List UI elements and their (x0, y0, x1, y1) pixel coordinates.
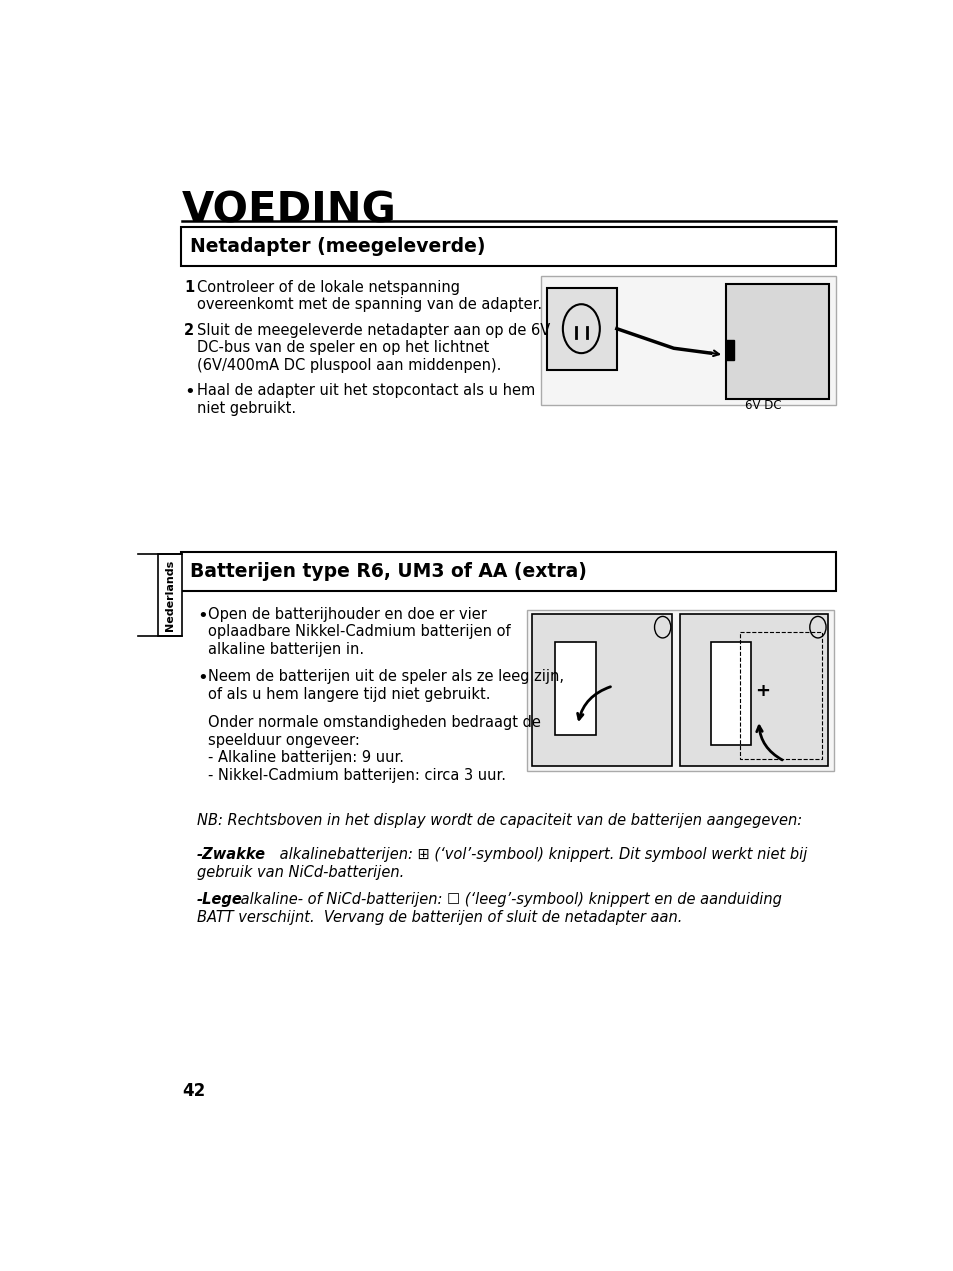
Text: oplaadbare Nikkel-Cadmium batterijen of: oplaadbare Nikkel-Cadmium batterijen of (208, 624, 510, 639)
FancyBboxPatch shape (180, 228, 835, 266)
Text: gebruik van NiCd-batterijen.: gebruik van NiCd-batterijen. (196, 866, 404, 880)
Text: 1: 1 (184, 280, 194, 295)
Text: (6V/400mA DC pluspool aan middenpen).: (6V/400mA DC pluspool aan middenpen). (196, 358, 500, 374)
Text: 6V DC: 6V DC (744, 399, 781, 412)
Bar (724, 283, 828, 399)
Text: -Zwakke: -Zwakke (196, 848, 266, 863)
Bar (679, 614, 826, 766)
Bar (531, 614, 672, 766)
Text: speelduur ongeveer:: speelduur ongeveer: (208, 733, 359, 747)
Text: •: • (196, 606, 208, 624)
FancyBboxPatch shape (180, 552, 835, 591)
Text: DC-bus van de speler en op het lichtnet: DC-bus van de speler en op het lichtnet (196, 341, 489, 356)
Text: VOEDING: VOEDING (182, 189, 396, 231)
Text: Neem de batterijen uit de speler als ze leeg zijn,: Neem de batterijen uit de speler als ze … (208, 670, 563, 684)
Text: Haal de adapter uit het stopcontact als u hem: Haal de adapter uit het stopcontact als … (196, 384, 535, 399)
Text: Nederlands: Nederlands (165, 559, 174, 630)
Text: niet gebruikt.: niet gebruikt. (196, 402, 295, 416)
Text: alkaline batterijen in.: alkaline batterijen in. (208, 642, 364, 657)
Bar (724, 341, 734, 360)
Text: - Nikkel-Cadmium batterijen: circa 3 uur.: - Nikkel-Cadmium batterijen: circa 3 uur… (208, 768, 505, 783)
Bar (555, 642, 596, 735)
Text: BATT verschijnt.  Vervang de batterijen of sluit de netadapter aan.: BATT verschijnt. Vervang de batterijen o… (196, 910, 681, 925)
Text: Open de batterijhouder en doe er vier: Open de batterijhouder en doe er vier (208, 606, 486, 622)
Text: Sluit de meegeleverde netadapter aan op de 6V: Sluit de meegeleverde netadapter aan op … (196, 323, 550, 338)
Text: overeenkomt met de spanning van de adapter.: overeenkomt met de spanning van de adapt… (196, 297, 541, 313)
Bar (540, 276, 836, 405)
Text: of als u hem langere tijd niet gebruikt.: of als u hem langere tijd niet gebruikt. (208, 686, 490, 702)
Text: •: • (184, 384, 194, 402)
Text: alkalinebatterijen: ⊞ (‘vol’-symbool) knippert. Dit symbool werkt niet bij: alkalinebatterijen: ⊞ (‘vol’-symbool) kn… (274, 848, 806, 863)
Text: Controleer of de lokale netspanning: Controleer of de lokale netspanning (196, 280, 459, 295)
Text: -Lege: -Lege (196, 892, 242, 907)
Text: Onder normale omstandigheden bedraagt de: Onder normale omstandigheden bedraagt de (208, 716, 540, 731)
Text: Batterijen type R6, UM3 of AA (extra): Batterijen type R6, UM3 of AA (extra) (190, 562, 586, 581)
Bar (157, 554, 182, 636)
Text: Netadapter (meegeleverde): Netadapter (meegeleverde) (190, 236, 485, 255)
Text: 42: 42 (182, 1083, 205, 1101)
Bar (527, 610, 833, 771)
Text: +: + (754, 681, 769, 700)
Text: 2: 2 (184, 323, 194, 338)
Text: - Alkaline batterijen: 9 uur.: - Alkaline batterijen: 9 uur. (208, 750, 403, 765)
Text: alkaline- of NiCd-batterijen: ☐ (‘leeg’-symbool) knippert en de aanduiding: alkaline- of NiCd-batterijen: ☐ (‘leeg’-… (235, 892, 781, 907)
Text: •: • (196, 670, 208, 688)
Bar (546, 287, 617, 370)
Text: NB: Rechtsboven in het display wordt de capaciteit van de batterijen aangegeven:: NB: Rechtsboven in het display wordt de … (196, 813, 801, 829)
Bar (710, 642, 751, 745)
